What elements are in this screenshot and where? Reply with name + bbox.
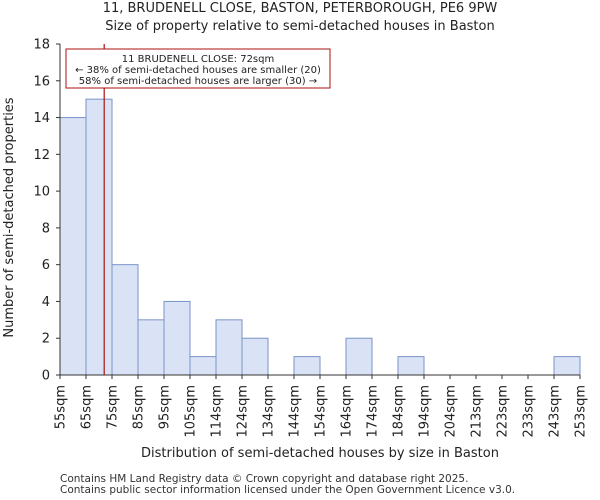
x-tick-label: 243sqm — [548, 385, 563, 438]
y-tick-label: 12 — [33, 148, 50, 163]
bar-85sqm — [137, 319, 165, 376]
y-tick-label: 18 — [33, 38, 50, 53]
footer-line-2: Contains public sector information licen… — [60, 484, 516, 496]
bar-55sqm — [59, 117, 87, 376]
x-tick-label: 174sqm — [366, 385, 381, 438]
bar-164sqm — [345, 337, 373, 376]
x-tick-label: 154sqm — [314, 385, 329, 438]
x-tick-label: 213sqm — [470, 385, 485, 438]
bar-243sqm — [553, 356, 581, 376]
bar-184sqm — [397, 356, 425, 376]
annotation-line-3: 58% of semi-detached houses are larger (… — [79, 76, 317, 87]
annotation-box — [65, 48, 331, 89]
y-tick-label: 10 — [33, 185, 50, 200]
x-tick-label: 55sqm — [54, 385, 69, 429]
x-tick-label: 164sqm — [340, 385, 355, 438]
x-tick-label: 233sqm — [522, 385, 537, 438]
x-axis-label: Distribution of semi-detached houses by … — [141, 446, 499, 461]
y-tick-label: 14 — [33, 111, 50, 126]
y-tick-label: 4 — [42, 295, 50, 310]
annotation-line-1: 11 BRUDENELL CLOSE: 72sqm — [122, 54, 274, 65]
x-tick-label: 114sqm — [210, 385, 225, 438]
bar-105sqm — [189, 356, 217, 376]
x-tick-label: 194sqm — [418, 385, 433, 438]
y-tick-label: 16 — [33, 74, 50, 89]
x-tick-label: 204sqm — [444, 385, 459, 438]
y-tick-label: 6 — [42, 258, 50, 273]
bar-144sqm — [293, 356, 321, 376]
x-tick-label: 105sqm — [184, 385, 199, 438]
bar-75sqm — [111, 264, 139, 376]
x-tick-label: 65sqm — [80, 385, 95, 429]
y-tick-label: 0 — [42, 369, 50, 384]
x-tick-label: 144sqm — [288, 385, 303, 438]
bar-114sqm — [215, 319, 243, 376]
y-axis-label: Number of semi-detached properties — [2, 97, 17, 337]
x-tick-label: 85sqm — [132, 385, 147, 429]
x-tick-label: 75sqm — [106, 385, 121, 429]
annotation-line-2: ← 38% of semi-detached houses are smalle… — [75, 65, 321, 76]
footer-line-1: Contains HM Land Registry data © Crown c… — [60, 473, 469, 485]
x-tick-label: 253sqm — [574, 385, 589, 438]
bar-65sqm — [85, 98, 113, 376]
chart-title: 11, BRUDENELL CLOSE, BASTON, PETERBOROUG… — [102, 1, 498, 16]
bar-95sqm — [163, 300, 191, 376]
x-tick-label: 95sqm — [158, 385, 173, 429]
bar-124sqm — [241, 337, 269, 376]
x-tick-label: 124sqm — [236, 385, 251, 438]
x-tick-label: 223sqm — [496, 385, 511, 438]
chart-subtitle: Size of property relative to semi-detach… — [105, 19, 495, 34]
y-tick-label: 8 — [42, 221, 50, 236]
x-tick-label: 134sqm — [262, 385, 277, 438]
y-tick-label: 2 — [42, 332, 50, 347]
x-tick-label: 184sqm — [392, 385, 407, 438]
